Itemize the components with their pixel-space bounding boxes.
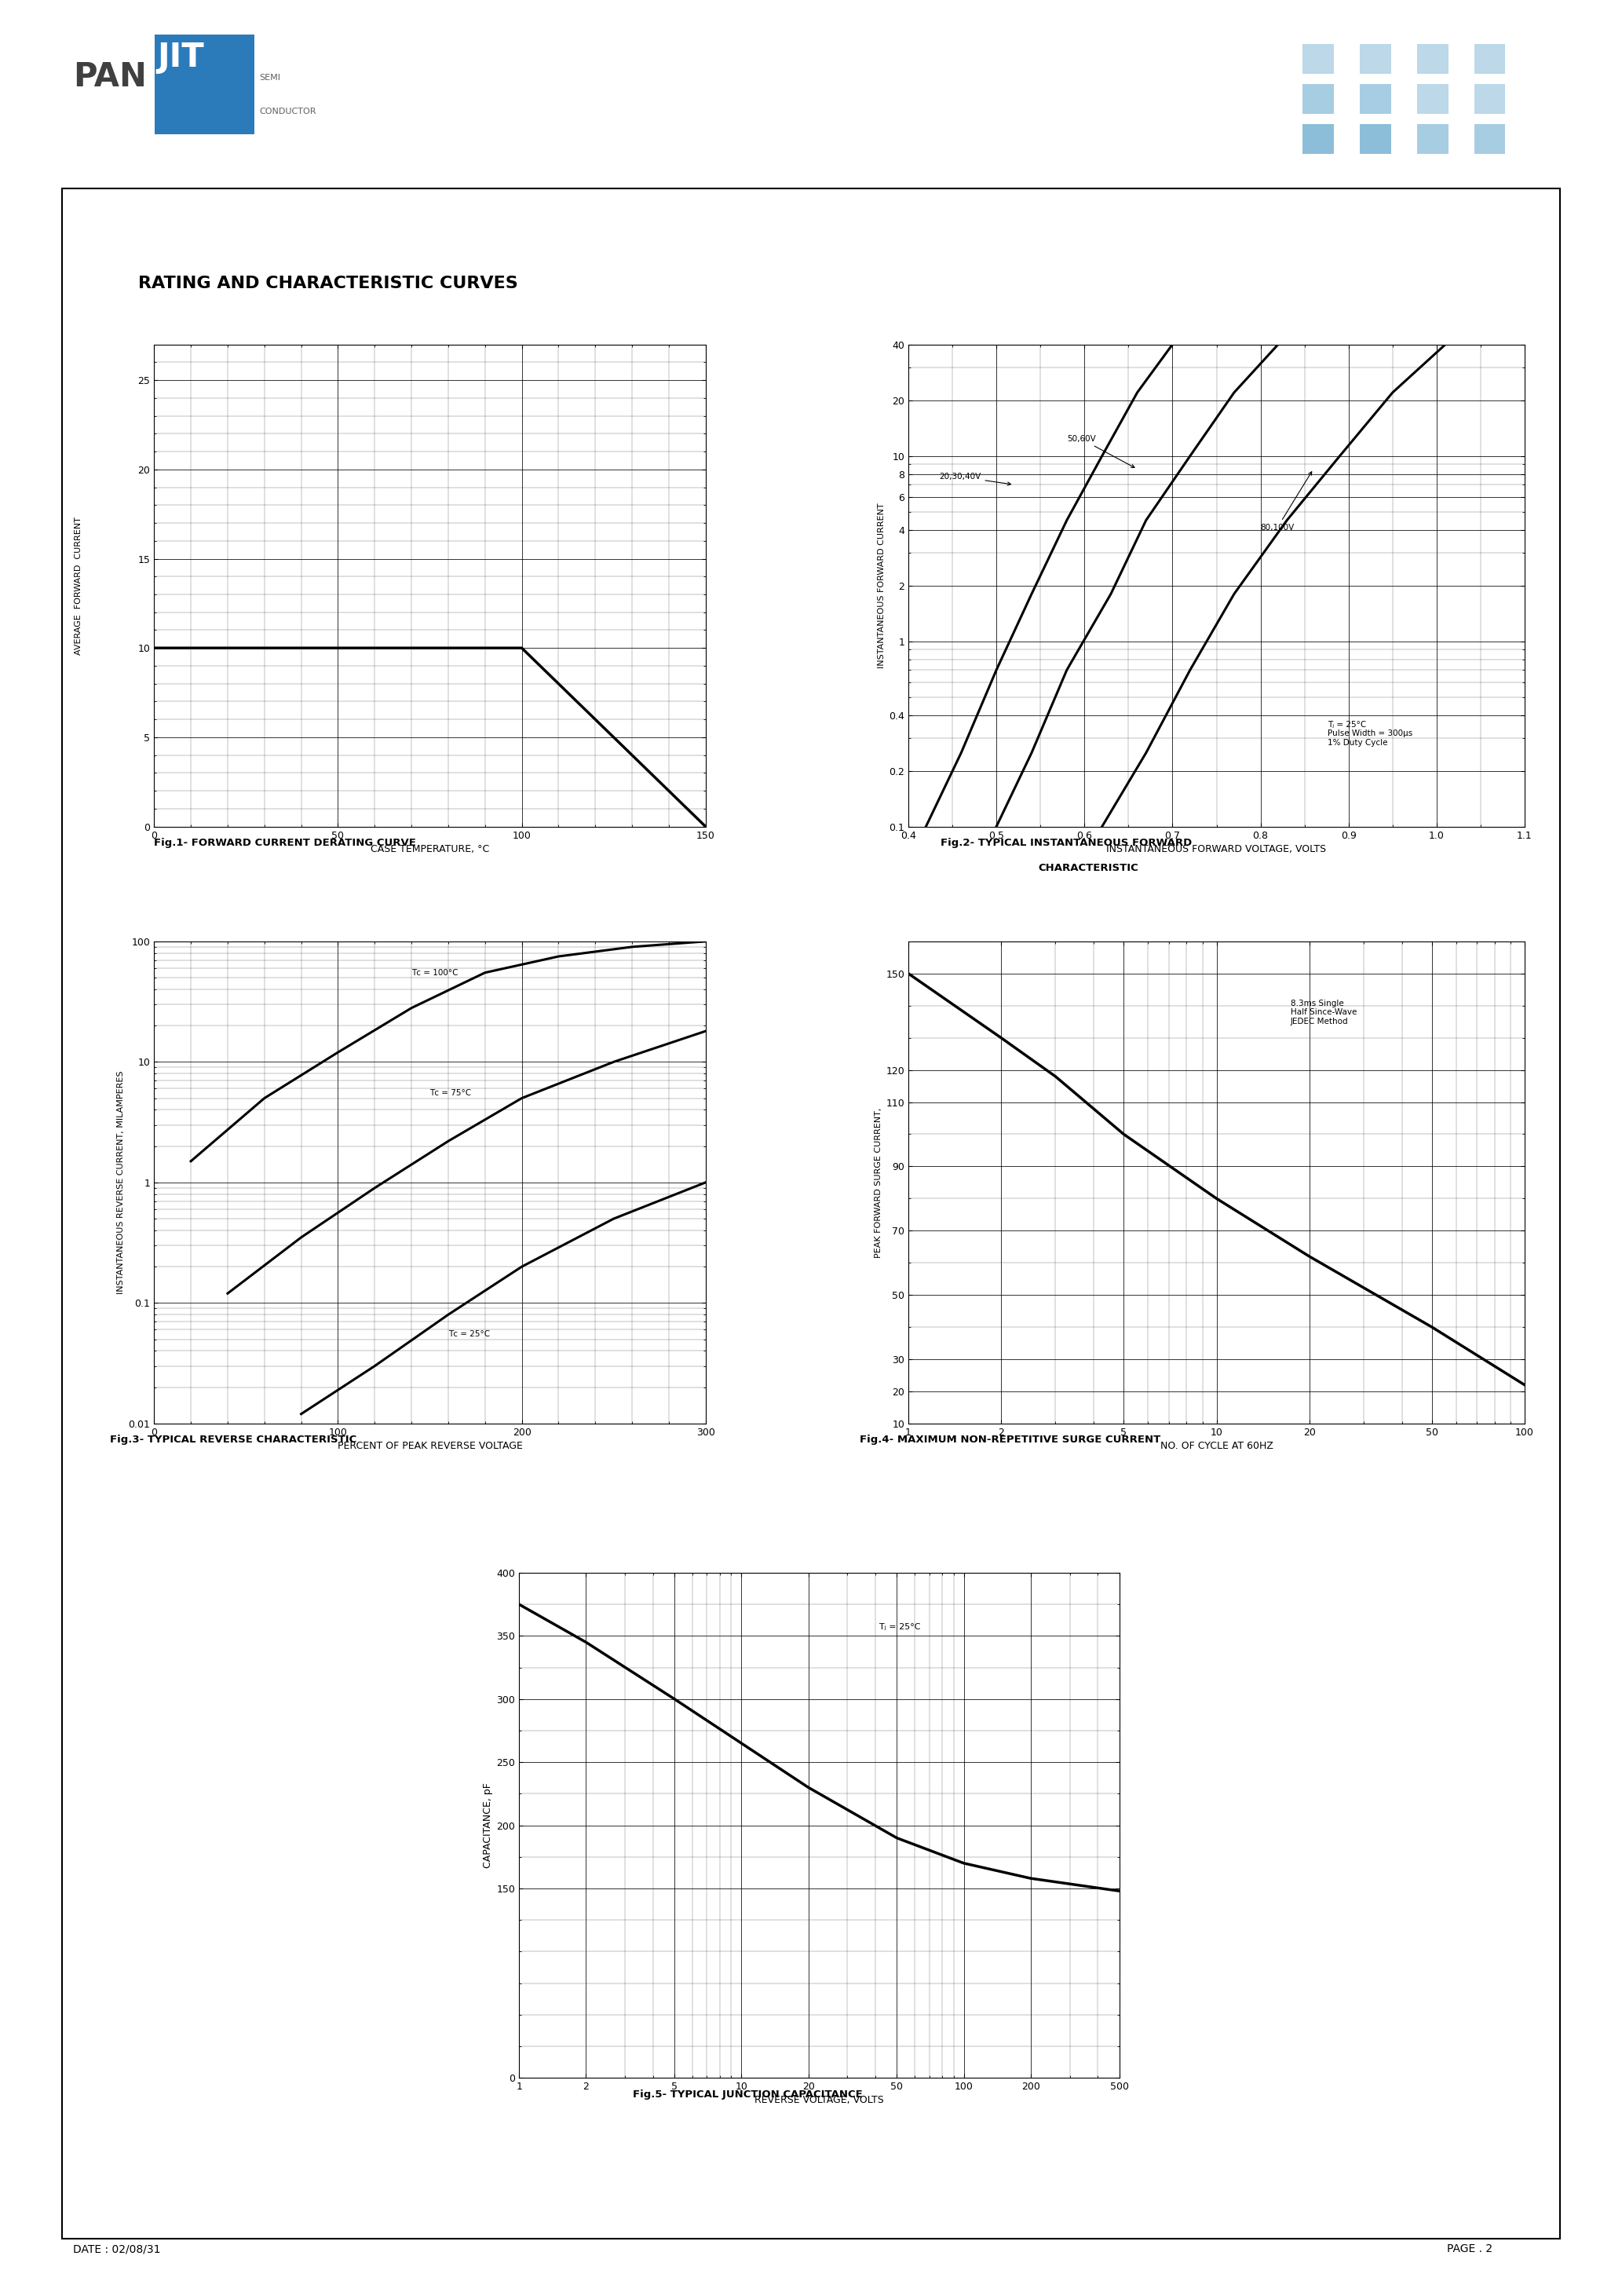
Text: DATE : 02/08/31: DATE : 02/08/31 (73, 2243, 161, 2255)
FancyBboxPatch shape (1418, 124, 1448, 154)
FancyBboxPatch shape (154, 34, 255, 133)
Text: 20,30,40V: 20,30,40V (939, 473, 1011, 484)
Text: Tⱼ = 25°C
Pulse Width = 300μs
1% Duty Cycle: Tⱼ = 25°C Pulse Width = 300μs 1% Duty Cy… (1327, 721, 1413, 746)
Y-axis label: AVERAGE  FORWARD  CURRENT: AVERAGE FORWARD CURRENT (75, 517, 83, 654)
Y-axis label: INSTANTANEOUS REVERSE CURRENT, MILAMPERES: INSTANTANEOUS REVERSE CURRENT, MILAMPERE… (117, 1070, 125, 1295)
FancyBboxPatch shape (1474, 85, 1505, 115)
FancyBboxPatch shape (1418, 44, 1448, 73)
Y-axis label: PEAK FORWARD SURGE CURRENT,: PEAK FORWARD SURGE CURRENT, (874, 1107, 882, 1258)
X-axis label: REVERSE VOLTAGE, VOLTS: REVERSE VOLTAGE, VOLTS (754, 2096, 884, 2105)
FancyBboxPatch shape (1302, 44, 1333, 73)
FancyBboxPatch shape (1359, 85, 1392, 115)
Text: Fig.1- FORWARD CURRENT DERATING CURVE: Fig.1- FORWARD CURRENT DERATING CURVE (154, 838, 417, 847)
FancyBboxPatch shape (1302, 124, 1333, 154)
Text: 8.3ms Single
Half Since-Wave
JEDEC Method: 8.3ms Single Half Since-Wave JEDEC Metho… (1291, 999, 1356, 1026)
Text: PAGE . 2: PAGE . 2 (1447, 2243, 1492, 2255)
Text: JIT: JIT (157, 41, 204, 73)
FancyBboxPatch shape (1359, 44, 1392, 73)
Y-axis label: INSTANTANEOUS FORWARD CURRENT: INSTANTANEOUS FORWARD CURRENT (878, 503, 886, 668)
Text: Fig.5- TYPICAL JUNCTION CAPACITANCE: Fig.5- TYPICAL JUNCTION CAPACITANCE (633, 2089, 863, 2099)
Text: Fig.2- TYPICAL INSTANTANEOUS FORWARD: Fig.2- TYPICAL INSTANTANEOUS FORWARD (941, 838, 1192, 847)
Text: Tⱼ = 25°C: Tⱼ = 25°C (879, 1623, 920, 1630)
Text: Tᴄ = 25°C: Tᴄ = 25°C (448, 1329, 490, 1339)
FancyBboxPatch shape (1359, 124, 1392, 154)
Text: Tᴄ = 75°C: Tᴄ = 75°C (430, 1088, 472, 1097)
Text: Fig.4- MAXIMUM NON-REPETITIVE SURGE CURRENT: Fig.4- MAXIMUM NON-REPETITIVE SURGE CURR… (860, 1435, 1161, 1444)
FancyBboxPatch shape (1418, 85, 1448, 115)
FancyBboxPatch shape (1302, 85, 1333, 115)
Text: PAN: PAN (73, 60, 146, 94)
FancyBboxPatch shape (1474, 44, 1505, 73)
Text: RATING AND CHARACTERISTIC CURVES: RATING AND CHARACTERISTIC CURVES (138, 276, 517, 292)
X-axis label: CASE TEMPERATURE, °C: CASE TEMPERATURE, °C (370, 845, 490, 854)
Text: Tᴄ = 100°C: Tᴄ = 100°C (412, 969, 457, 976)
X-axis label: INSTANTANEOUS FORWARD VOLTAGE, VOLTS: INSTANTANEOUS FORWARD VOLTAGE, VOLTS (1106, 845, 1327, 854)
Text: CHARACTERISTIC: CHARACTERISTIC (1038, 863, 1139, 872)
Text: 80,100V: 80,100V (1260, 471, 1312, 530)
Text: 50,60V: 50,60V (1067, 434, 1134, 468)
Text: Fig.3- TYPICAL REVERSE CHARACTERISTIC: Fig.3- TYPICAL REVERSE CHARACTERISTIC (110, 1435, 357, 1444)
Y-axis label: CAPACITANCE, pF: CAPACITANCE, pF (483, 1782, 493, 1869)
Text: CONDUCTOR: CONDUCTOR (260, 108, 316, 115)
Text: SEMI: SEMI (260, 73, 281, 83)
FancyBboxPatch shape (1474, 124, 1505, 154)
X-axis label: PERCENT OF PEAK REVERSE VOLTAGE: PERCENT OF PEAK REVERSE VOLTAGE (337, 1442, 522, 1451)
X-axis label: NO. OF CYCLE AT 60HZ: NO. OF CYCLE AT 60HZ (1160, 1442, 1273, 1451)
